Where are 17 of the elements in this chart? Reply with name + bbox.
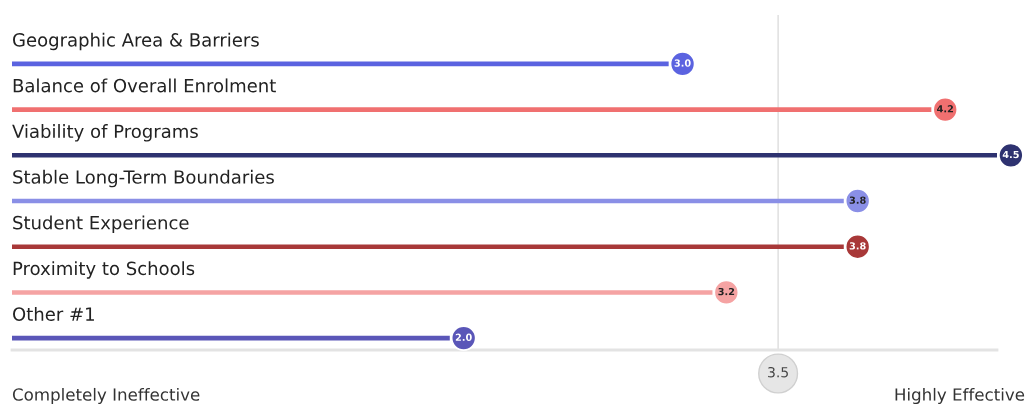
data-label: 3.0 xyxy=(674,59,691,67)
ref-line-label: 3.5 xyxy=(768,366,788,378)
y-tick-label: Other #1 xyxy=(13,306,94,321)
y-tick-label: Stable Long-Term Boundaries xyxy=(13,169,274,188)
text: Highly Effective xyxy=(895,387,1025,404)
text: Completely Ineffective xyxy=(12,387,200,404)
y-tick-label: Proximity to Schools xyxy=(13,261,195,279)
y-tick-label: Viability of Programs xyxy=(12,124,198,142)
data-label: 2.0 xyxy=(455,333,472,341)
y-tick-label: Student Experience xyxy=(13,215,189,233)
y-tick-label: Geographic Area & Barriers xyxy=(13,32,259,51)
data-label: 3.2 xyxy=(718,287,735,296)
data-label: 3.8 xyxy=(849,196,866,204)
y-tick-label: Balance of Overall Enrolment xyxy=(13,78,276,93)
data-label: 4.2 xyxy=(937,105,953,113)
data-label: 3.8 xyxy=(849,242,866,250)
data-label: 4.5 xyxy=(1002,150,1019,159)
